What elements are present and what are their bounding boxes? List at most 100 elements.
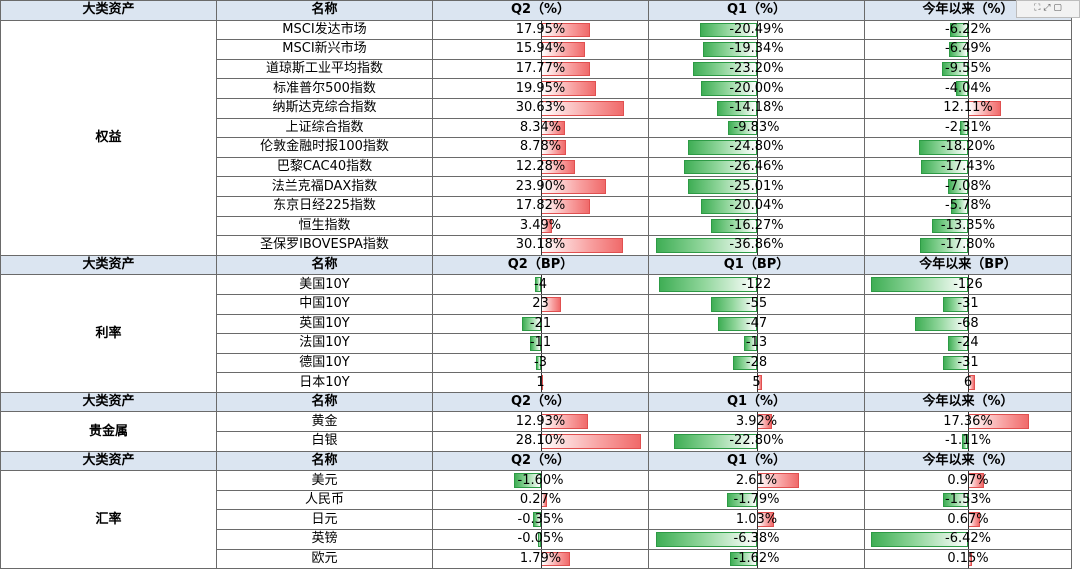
- bar-axis-line: [968, 275, 969, 294]
- bar-axis-line: [968, 373, 969, 392]
- bar-axis-line: [540, 158, 542, 176]
- ytd-value-cell: 17.36%: [864, 411, 1072, 433]
- category-label: 权益: [0, 19, 217, 256]
- q2-value-text: -11: [529, 335, 552, 351]
- q1-value-text: -26.46%: [729, 159, 784, 175]
- negative-data-bar: [921, 159, 968, 175]
- q1-value-text: -36.86%: [729, 237, 784, 253]
- q2-value-text: 19.95%: [515, 80, 566, 96]
- q2-value-text: 1: [536, 374, 545, 390]
- q2-value-text: 3.49%: [519, 217, 562, 233]
- bar-axis-line: [540, 21, 542, 39]
- bar-axis-line: [756, 236, 758, 255]
- bar-axis-line: [756, 550, 758, 568]
- q2-value-cell: -0.05%: [432, 529, 649, 550]
- ytd-value-text: -5.78%: [945, 198, 991, 214]
- column-header: 大类资产: [0, 254, 217, 276]
- q1-value-text: 5: [752, 374, 761, 390]
- bar-axis-line: [968, 314, 969, 333]
- negative-data-bar: [683, 159, 757, 175]
- asset-name: 中国10Y: [216, 293, 433, 315]
- q2-value-cell: -1.60%: [432, 470, 649, 491]
- column-header: 今年以来（BP）: [864, 254, 1072, 276]
- bar-axis-line: [968, 60, 969, 78]
- table-row: 白银 28.10% -22.80% -1.11%: [1, 431, 1072, 452]
- ytd-value-text: -1.11%: [945, 433, 991, 449]
- column-header: 今年以来（%）: [864, 391, 1072, 413]
- column-header: Q1（%）: [648, 391, 865, 413]
- q2-value-cell: 8.34%: [432, 117, 649, 139]
- q1-value-cell: -22.80%: [648, 431, 865, 452]
- bar-axis-line: [540, 99, 542, 118]
- ytd-value-text: -7.08%: [945, 178, 991, 194]
- negative-data-bar: [950, 22, 968, 38]
- q2-value-text: 30.63%: [515, 100, 566, 116]
- ytd-value-text: -31: [957, 354, 979, 370]
- ytd-value-cell: 6: [864, 372, 1072, 393]
- q1-value-text: -19.34%: [729, 41, 784, 57]
- negative-data-bar: [529, 336, 541, 351]
- q2-value-text: 12.93%: [515, 413, 566, 429]
- bar-axis-line: [756, 158, 758, 176]
- q1-value-text: 3.92%: [735, 413, 778, 429]
- q1-value-cell: -14.18%: [648, 97, 865, 119]
- negative-data-bar: [744, 336, 757, 351]
- q1-value-text: -24.80%: [729, 139, 784, 155]
- table-row: 英国10Y -21 -47 -68: [1, 313, 1072, 335]
- q2-value-cell: 12.93%: [432, 411, 649, 433]
- ytd-value-text: -1.53%: [945, 492, 991, 508]
- negative-data-bar: [533, 512, 541, 528]
- negative-data-bar: [674, 434, 757, 449]
- bar-axis-line: [968, 40, 969, 59]
- q2-value-text: 8.34%: [519, 119, 562, 135]
- negative-data-bar: [716, 100, 757, 116]
- asset-name: 英国10Y: [216, 313, 433, 335]
- bar-axis-line: [968, 217, 969, 235]
- bar-axis-line: [968, 158, 969, 176]
- q1-value-text: 2.61%: [735, 472, 778, 488]
- negative-data-bar: [942, 355, 968, 371]
- q1-value-text: -16.27%: [729, 217, 784, 233]
- bar-axis-line: [540, 275, 542, 294]
- negative-data-bar: [537, 532, 541, 547]
- asset-name: MSCI新兴市场: [216, 39, 433, 60]
- ytd-value-text: 6: [963, 374, 973, 390]
- asset-name: 日本10Y: [216, 372, 433, 393]
- asset-name: 圣保罗IBOVESPA指数: [216, 235, 433, 256]
- bar-axis-line: [540, 119, 542, 137]
- asset-name: 欧元: [216, 548, 433, 569]
- bar-axis-line: [540, 197, 542, 216]
- q2-value-cell: 1.79%: [432, 548, 649, 569]
- category-label: 汇率: [0, 470, 217, 569]
- ytd-value-text: -17.80%: [940, 237, 996, 253]
- asset-name: 英镑: [216, 529, 433, 550]
- ytd-value-text: -2.31%: [945, 119, 991, 135]
- ytd-value-cell: -2.31%: [864, 117, 1072, 139]
- ytd-value-cell: 0.15%: [864, 548, 1072, 569]
- bar-axis-line: [756, 432, 758, 451]
- ytd-value-text: 0.67%: [947, 511, 989, 527]
- ytd-value-text: -9.55%: [945, 61, 991, 77]
- q2-value-text: -1.60%: [517, 472, 564, 488]
- negative-data-bar: [955, 81, 968, 96]
- asset-name: 美元: [216, 470, 433, 491]
- q2-value-text: -4: [534, 276, 547, 292]
- q1-value-cell: -20.49%: [648, 19, 865, 41]
- q2-value-text: 1.79%: [519, 550, 562, 566]
- image-toolbar-icon[interactable]: ⛶ ⤢ ▢: [1016, 0, 1080, 18]
- q1-value-text: -1.79%: [733, 492, 780, 508]
- ytd-value-text: -13.35%: [940, 217, 996, 233]
- q2-value-cell: 23.90%: [432, 176, 649, 197]
- q1-value-cell: 2.61%: [648, 470, 865, 491]
- bar-axis-line: [540, 530, 542, 549]
- bar-axis-line: [968, 79, 969, 98]
- ytd-value-cell: -1.11%: [864, 431, 1072, 452]
- ytd-value-text: -6.49%: [945, 41, 991, 57]
- ytd-value-cell: -4.04%: [864, 78, 1072, 99]
- table-row: 圣保罗IBOVESPA指数 30.18% -36.86% -17.80%: [1, 235, 1072, 256]
- q1-value-cell: -55: [648, 293, 865, 315]
- negative-data-bar: [962, 434, 968, 449]
- negative-data-bar: [920, 238, 968, 253]
- bar-axis-line: [756, 354, 758, 372]
- bar-axis-line: [540, 510, 542, 529]
